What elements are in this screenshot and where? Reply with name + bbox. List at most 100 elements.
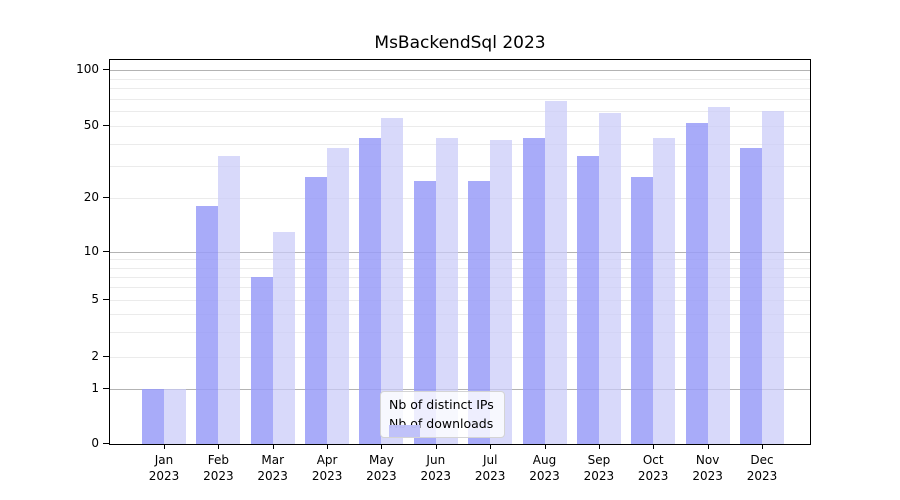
x-tick-mark [762,444,763,449]
bar [468,180,491,444]
gridline-minor [110,98,810,100]
x-axis-tick-year: 2023 [692,469,723,483]
x-axis-tick-label: Aug 2023 [515,452,575,484]
bar [250,276,273,444]
bar [272,231,295,444]
x-axis-tick-label: Sep 2023 [569,452,629,484]
x-tick-mark [381,444,383,449]
gridline-minor [110,88,810,89]
y-tick-mark [103,299,109,300]
legend-label-distinct-ips: Nb of distinct IPs [389,397,494,412]
x-axis-tick-label: Mar 2023 [243,452,303,484]
y-tick-mark [103,69,109,70]
y-tick-mark [103,388,109,389]
x-axis-tick-year: 2023 [583,469,615,483]
bar [435,137,458,444]
bar [707,107,730,444]
bar [413,180,436,444]
x-axis-tick-year: 2023 [420,469,452,483]
bar [142,389,164,444]
gridline-minor [110,126,810,127]
gridline-minor [110,111,810,113]
y-axis-tick-label: 50 [83,118,99,132]
y-tick-mark [103,125,109,126]
legend-entry-distinct-ips: Nb of distinct IPs [389,397,494,437]
gridline-minor [110,259,810,261]
bar [327,147,350,444]
x-axis-tick-year: 2023 [311,469,343,483]
bar [576,156,599,444]
gridline-minor [110,300,810,301]
chart-title: MsBackendSql 2023 [374,33,546,53]
x-axis-tick-label: Jan 2023 [134,452,194,484]
bar [598,112,621,444]
x-tick-mark [653,444,655,449]
x-axis-tick-label: Nov 2023 [678,452,738,484]
gridline-minor [110,276,810,278]
x-axis-tick-label: Jun 2023 [406,452,466,484]
x-tick-mark [707,444,709,449]
bar [653,137,676,444]
x-axis-tick-year: 2023 [474,469,506,483]
y-axis-tick-label: 100 [76,62,99,76]
x-axis-tick-year: 2023 [746,469,778,483]
x-tick-mark [218,444,220,449]
x-axis-tick-label: Feb 2023 [188,452,248,484]
bar [305,177,328,444]
y-axis-tick-label: 5 [91,292,99,306]
y-axis-tick-label: 0 [91,436,99,450]
bar [544,101,567,444]
x-tick-mark [327,444,329,449]
legend: Nb of distinct IPs Nb of downloads [380,391,505,438]
bar [762,111,784,444]
y-tick-mark [103,251,109,252]
legend-swatch-downloads [389,425,420,437]
y-tick-mark [103,197,109,198]
x-axis-tick-label: Apr 2023 [297,452,357,484]
gridline-minor [110,78,810,80]
x-tick-mark [544,444,546,449]
bar [164,389,186,444]
gridline-decade [110,389,810,390]
x-axis-tick-year: 2023 [203,469,234,483]
x-tick-mark [272,444,274,449]
gridline-decade [110,70,810,71]
plot-area: Nb of distinct IPs Nb of downloads [109,59,811,445]
x-axis-tick-label: Jul 2023 [460,452,520,484]
y-axis-tick-label: 2 [91,348,99,363]
bar [631,177,654,444]
gridline-decade [110,252,810,253]
x-tick-mark [490,444,492,449]
y-axis-tick-label: 1 [91,381,99,395]
x-axis-tick-year: 2023 [257,469,288,483]
x-tick-mark [435,444,437,449]
bar [196,206,219,444]
gridline-minor [110,166,810,168]
bar [381,118,404,444]
y-axis-tick-label: 20 [83,190,99,204]
x-tick-mark [598,444,600,449]
gridline-minor [110,198,810,199]
bar [490,139,513,444]
gridline-minor [110,287,810,289]
y-axis-tick-label: 10 [83,244,99,258]
gridline-minor [110,331,810,333]
x-axis-tick-year: 2023 [637,469,669,483]
y-tick-mark [103,355,109,357]
x-axis-tick-year: 2023 [148,469,180,483]
x-axis-tick-label: Oct 2023 [623,452,683,484]
bar [740,147,762,444]
bar [685,122,708,444]
gridline-minor [110,313,810,315]
gridline-minor [110,143,810,145]
bar [218,156,241,444]
y-tick-mark [103,443,109,444]
x-axis-tick-year: 2023 [529,469,560,483]
x-axis-tick-year: 2023 [366,469,397,483]
bar [359,137,382,444]
legend-entry-downloads: Nb of downloads [389,417,494,437]
gridline-minor [110,356,810,358]
x-axis-tick-label: Dec 2023 [732,452,792,484]
bar [522,137,545,444]
